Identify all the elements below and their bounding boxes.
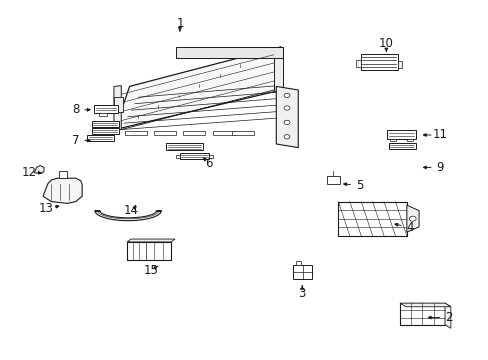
Bar (59, 171, 67, 178)
Text: 2: 2 (444, 311, 452, 324)
Text: 12: 12 (22, 166, 37, 179)
Bar (124, 131, 146, 135)
Bar (386, 130, 415, 139)
Text: 11: 11 (432, 129, 447, 141)
Text: 15: 15 (143, 264, 158, 277)
Text: 13: 13 (39, 202, 54, 215)
Text: 3: 3 (298, 287, 305, 300)
Text: 10: 10 (378, 37, 393, 50)
Bar (397, 61, 402, 68)
Polygon shape (399, 303, 450, 307)
Bar (92, 128, 119, 134)
Bar (114, 97, 122, 112)
Bar (176, 155, 180, 158)
Bar (166, 143, 203, 150)
Circle shape (284, 135, 289, 139)
Bar (388, 143, 415, 149)
Bar (99, 113, 106, 116)
Bar (232, 131, 254, 135)
Bar (183, 131, 205, 135)
Bar (399, 303, 444, 325)
Circle shape (284, 120, 289, 125)
Circle shape (284, 106, 289, 110)
Bar (326, 176, 340, 184)
Text: 14: 14 (123, 204, 138, 217)
Bar (154, 131, 176, 135)
Bar (209, 155, 213, 158)
Bar (355, 60, 360, 67)
Text: 7: 7 (72, 134, 80, 147)
Bar (92, 121, 119, 127)
Text: 6: 6 (205, 157, 213, 170)
Bar (295, 261, 300, 265)
Bar (180, 153, 209, 159)
Text: 5: 5 (355, 179, 363, 192)
Polygon shape (95, 211, 161, 221)
Polygon shape (34, 166, 44, 174)
Polygon shape (444, 303, 450, 328)
Bar (360, 54, 397, 70)
Bar (127, 242, 171, 260)
Bar (407, 139, 412, 141)
Polygon shape (273, 47, 282, 91)
Circle shape (408, 216, 415, 221)
Polygon shape (276, 86, 298, 148)
Bar (293, 265, 311, 279)
Bar (338, 202, 406, 236)
Polygon shape (127, 239, 175, 242)
Polygon shape (406, 205, 418, 232)
Text: 1: 1 (176, 17, 183, 30)
Polygon shape (115, 47, 281, 130)
Bar (389, 139, 395, 141)
Polygon shape (176, 47, 282, 58)
Text: 9: 9 (435, 161, 443, 174)
Bar (87, 135, 114, 141)
Bar (212, 131, 234, 135)
Polygon shape (43, 178, 82, 203)
Circle shape (284, 93, 289, 98)
Polygon shape (114, 86, 121, 130)
Bar (94, 105, 118, 113)
Text: 8: 8 (72, 103, 80, 116)
Text: 4: 4 (405, 221, 413, 234)
